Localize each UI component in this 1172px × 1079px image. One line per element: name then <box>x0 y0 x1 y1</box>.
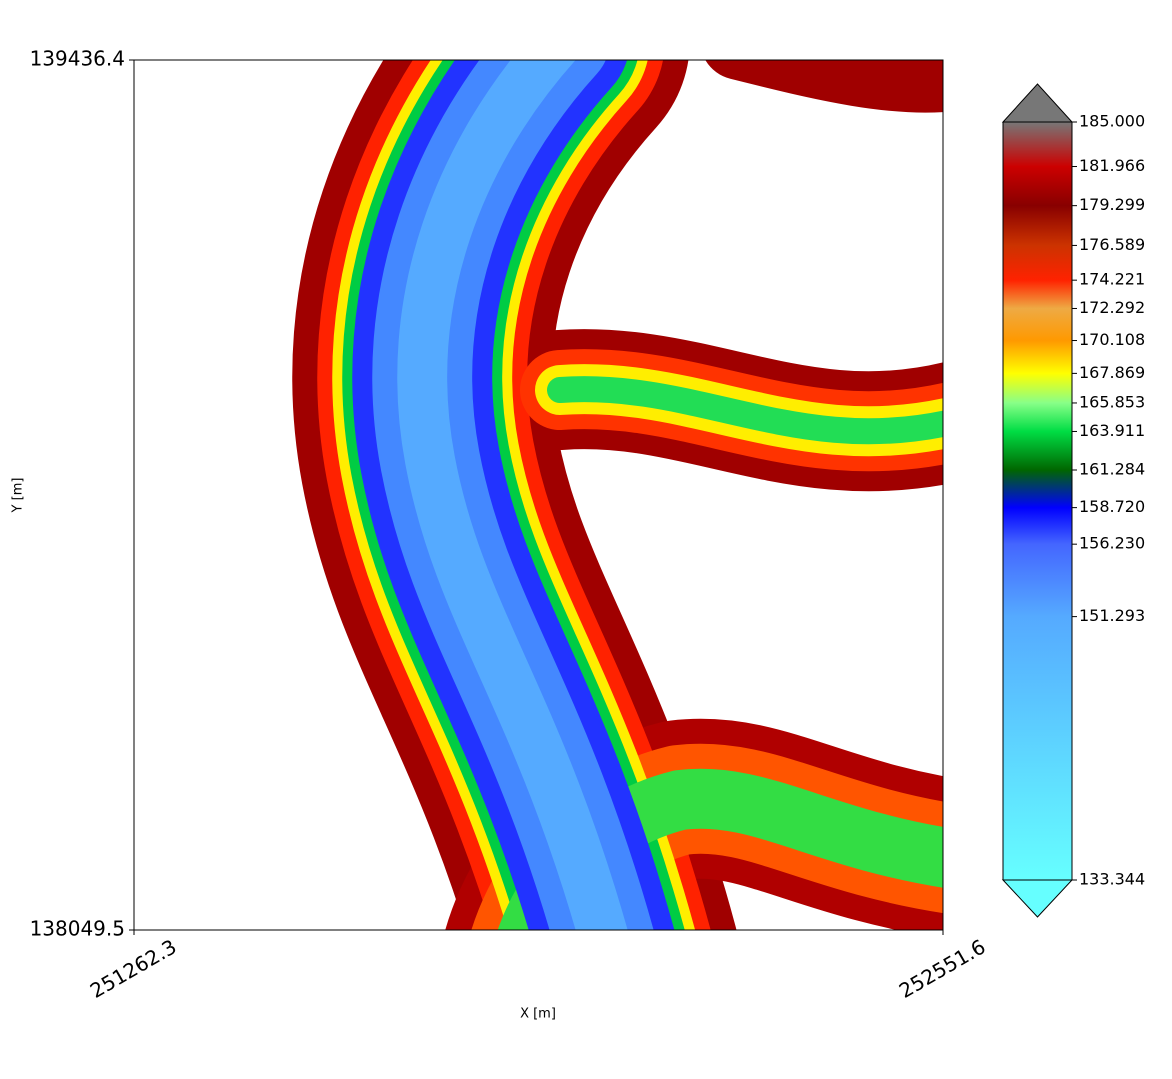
colorbar-tick-label: 163.911 <box>1079 421 1145 440</box>
plot-frame <box>133 59 944 931</box>
colorbar-tick-label: 185.000 <box>1079 112 1145 131</box>
y-axis-label: Y [m] <box>11 478 26 514</box>
colorbar-tick-label: 179.299 <box>1079 195 1145 214</box>
colorbar-tick-label: 158.720 <box>1079 497 1145 516</box>
x-axis-label: X [m] <box>520 1007 556 1022</box>
x-tick-label: 252551.6 <box>895 934 990 1003</box>
colorbar-tick-label: 176.589 <box>1079 235 1145 254</box>
colorbar-tick-label: 170.108 <box>1079 330 1145 349</box>
colorbar-tick-label: 133.344 <box>1079 870 1145 889</box>
colorbar-tick-label: 165.853 <box>1079 392 1145 411</box>
x-tick-label: 251262.3 <box>86 934 181 1003</box>
colorbar-tick-label: 181.966 <box>1079 156 1145 175</box>
y-tick-label: 138049.5 <box>30 917 125 941</box>
colorbar: 133.344 151.293 156.230 158.720 161.284 163.9… <box>1001 83 1145 918</box>
colorbar-tick-label: 151.293 <box>1079 606 1145 625</box>
river-valley <box>292 60 943 930</box>
colorbar-tick-label: 161.284 <box>1079 460 1145 479</box>
colorbar-tick-label: 174.221 <box>1079 270 1145 289</box>
colorbar-outline <box>1002 122 1073 880</box>
colorbar-extend-top <box>1001 83 1074 123</box>
colorbar-tick-label: 167.869 <box>1079 363 1145 382</box>
y-tick-label: 139436.4 <box>30 47 125 71</box>
colorbar-tick-label: 156.230 <box>1079 534 1145 553</box>
colorbar-body <box>1003 122 1072 880</box>
colorbar-extend-bottom <box>1001 879 1074 918</box>
colorbar-tick-label: 172.292 <box>1079 298 1145 317</box>
terrain-raster <box>292 60 943 930</box>
